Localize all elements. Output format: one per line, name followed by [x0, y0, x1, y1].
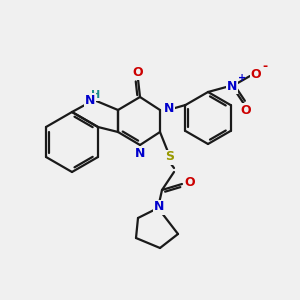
Text: +: + — [238, 73, 246, 83]
Text: N: N — [154, 200, 164, 214]
Text: S: S — [166, 151, 175, 164]
Text: N: N — [227, 80, 237, 92]
Text: N: N — [135, 147, 145, 160]
Text: O: O — [241, 103, 251, 116]
Text: O: O — [133, 65, 143, 79]
Text: -: - — [262, 60, 267, 73]
Text: H: H — [92, 90, 100, 100]
Text: O: O — [251, 68, 261, 80]
Text: O: O — [185, 176, 195, 188]
Text: N: N — [164, 101, 174, 115]
Text: N: N — [85, 94, 95, 106]
